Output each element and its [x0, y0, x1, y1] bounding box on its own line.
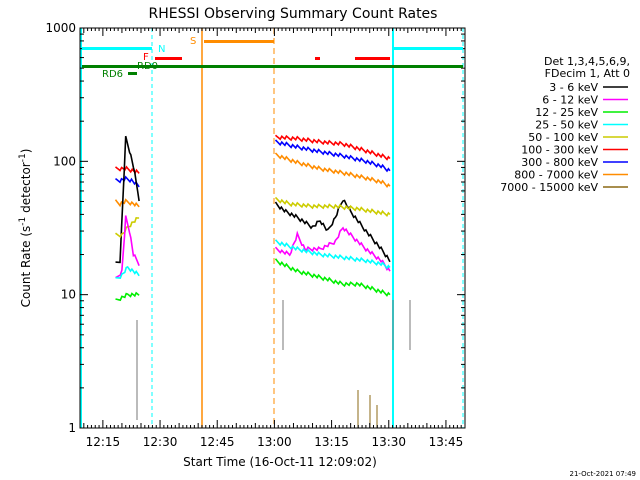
- y-tick-label-0: 1000: [45, 21, 76, 35]
- flag-label-s: S: [190, 36, 196, 47]
- flag-label-f: F: [143, 52, 149, 63]
- x-axis-label: Start Time (16-Oct-11 12:09:02): [183, 455, 377, 469]
- flag-bar-s: [204, 40, 274, 43]
- series-line-2-1: [274, 152, 391, 188]
- y-axis-label-main: Count Rate (s: [19, 226, 33, 308]
- axis-ticks: 1000 100 10 1 12:15 12:30 12:45 13:00 13:15 13:30…: [45, 21, 465, 449]
- series-line-6-1: [274, 239, 391, 270]
- legend: Det 1,3,4,5,6,9, FDecim 1, Att 0 3 - 6 k…: [500, 55, 630, 194]
- legend-label-8: 7000 - 15000 keV: [500, 181, 598, 194]
- y-axis-label-tail: detector: [19, 162, 33, 217]
- legend-label-0: 3 - 6 keV: [549, 81, 598, 94]
- series-line-0-0: [115, 165, 140, 174]
- y-axis-label-sup: -1: [18, 217, 28, 226]
- flag-label-rd6: RD6: [102, 69, 123, 80]
- legend-label-4: 50 - 100 keV: [528, 131, 598, 144]
- legend-label-2: 12 - 25 keV: [535, 106, 598, 119]
- y-tick-label-1: 100: [53, 154, 76, 168]
- flag-label-n: N: [158, 44, 165, 55]
- series-line-5-1: [274, 226, 391, 272]
- y-axis-label-end: ): [19, 149, 33, 154]
- flag-bar-n: [82, 47, 152, 50]
- series-line-7-1: [274, 258, 391, 297]
- series-line-2-0: [114, 198, 140, 208]
- x-tick-label-6: 13:45: [429, 435, 464, 449]
- x-tick-label-2: 12:45: [200, 435, 235, 449]
- y-axis-label-sup2: -1: [18, 153, 28, 162]
- y-axis-label: Count Rate (s-1 detector-1): [18, 149, 33, 308]
- series-line-3-0: [115, 135, 140, 264]
- series-line-3-1: [274, 199, 391, 263]
- flag-bar-n-2: [393, 47, 463, 50]
- flag-bar-f-2: [315, 57, 320, 60]
- series-line-1-1: [274, 139, 391, 173]
- legend-label-7: 800 - 7000 keV: [514, 169, 598, 182]
- flag-bar-rd6: [128, 72, 137, 75]
- x-tick-label-5: 13:30: [371, 435, 406, 449]
- y-tick-label-2: 10: [61, 288, 76, 302]
- legend-label-1: 6 - 12 keV: [542, 94, 598, 107]
- render-timestamp: 21-Oct-2021 07:49: [570, 470, 636, 478]
- y-tick-label-3: 1: [68, 421, 76, 435]
- flag-bar-rd0: [82, 65, 463, 68]
- legend-label-6: 300 - 800 keV: [521, 156, 598, 169]
- flag-bar-f: [155, 57, 182, 60]
- x-tick-label-1: 12:30: [143, 435, 178, 449]
- series-line-0-1: [274, 134, 391, 161]
- series-line-4-1: [274, 196, 391, 218]
- legend-header-1: Det 1,3,4,5,6,9,: [544, 55, 630, 68]
- series-line-1-0: [115, 175, 140, 188]
- plot-frame: [79, 27, 466, 429]
- flag-bars: NF S RD0 RD6: [82, 36, 463, 80]
- flag-label-rd0: RD0: [137, 61, 158, 72]
- x-tick-label-0: 12:15: [86, 435, 121, 449]
- legend-label-3: 25 - 50 keV: [535, 119, 598, 132]
- flag-bar-f-3: [355, 57, 390, 60]
- legend-header-2: FDecim 1, Att 0: [545, 67, 630, 80]
- plot-area: [80, 28, 464, 428]
- series-line-6-0: [115, 265, 140, 279]
- legend-label-5: 100 - 300 keV: [521, 144, 598, 157]
- series-line-7-0: [115, 291, 140, 302]
- x-tick-label-4: 13:15: [314, 435, 349, 449]
- x-tick-label-3: 13:00: [257, 435, 292, 449]
- chart-title: RHESSI Observing Summary Count Rates: [149, 6, 438, 22]
- series-line-5-0: [115, 215, 140, 279]
